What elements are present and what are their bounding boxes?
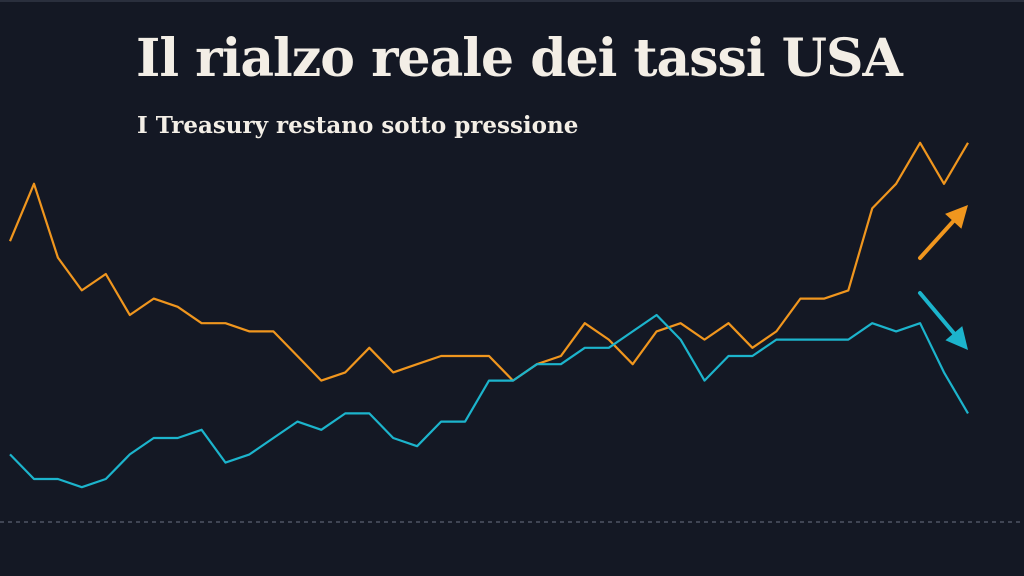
series-line-1	[8, 141, 969, 382]
top-rule	[0, 0, 1024, 2]
chart-subtitle: I Treasury restano sotto pressione	[137, 112, 579, 139]
trend-up-arrow-icon	[918, 205, 968, 260]
trend-down-arrow-icon	[918, 291, 968, 350]
series-line-2	[9, 313, 969, 489]
chart-title: Il rialzo reale dei tassi USA	[136, 28, 903, 89]
